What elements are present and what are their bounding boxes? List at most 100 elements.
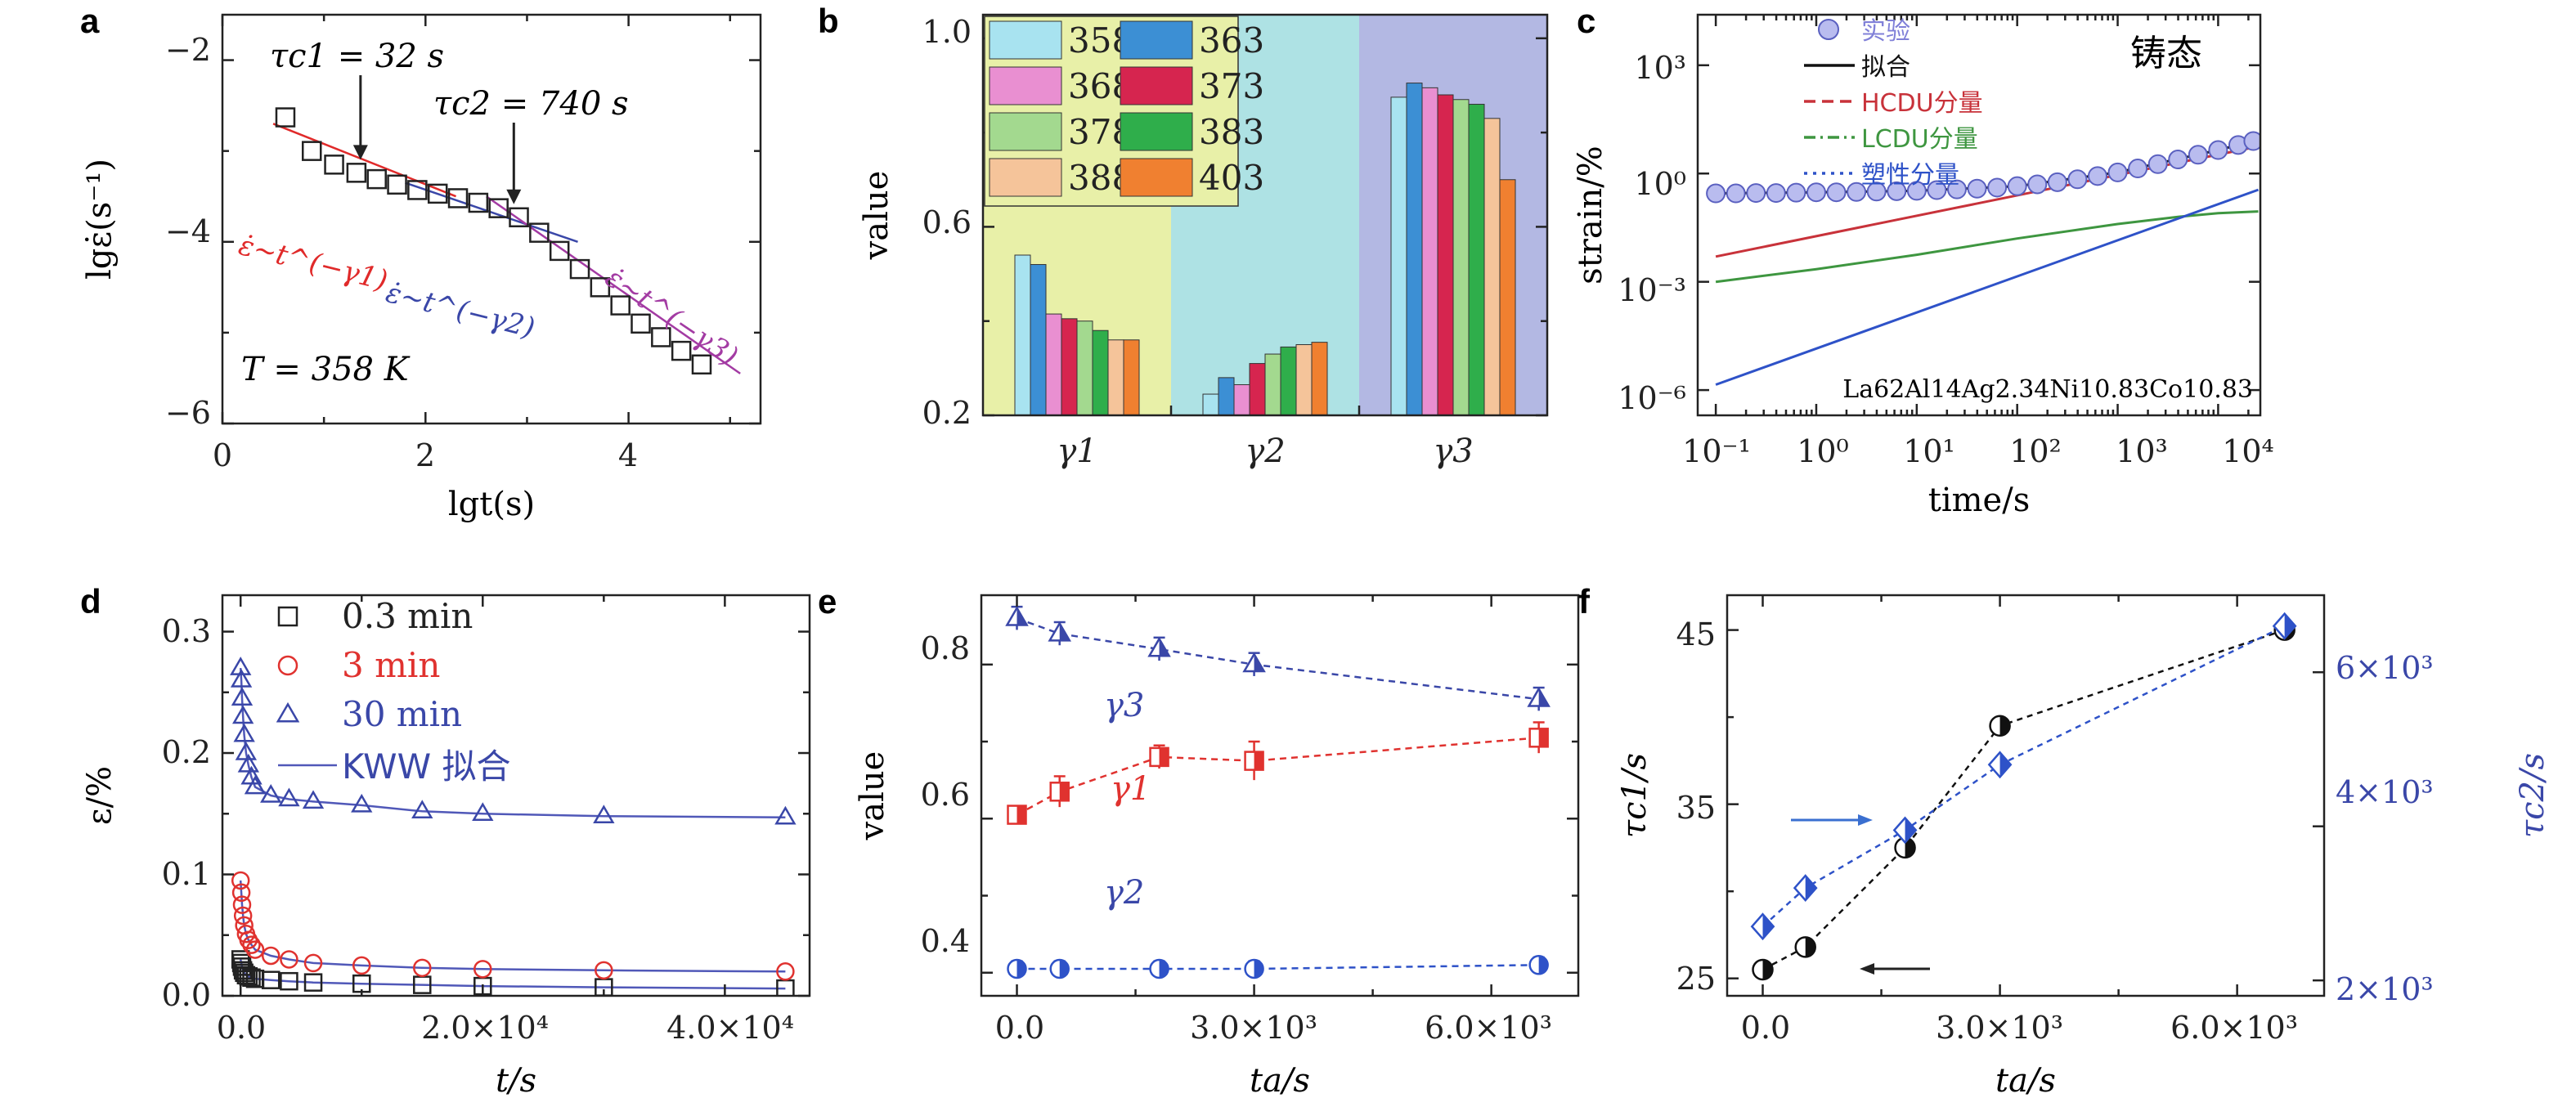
d-data-point-1 <box>239 966 258 986</box>
b-bar-358-2 <box>1202 393 1219 416</box>
c-data-point <box>1726 183 1746 204</box>
d-xtick-2e4: 2.0×10⁴ <box>421 1010 549 1046</box>
b-bar-383-2 <box>1280 346 1297 416</box>
a-data-point <box>610 295 631 316</box>
c-composition: La62Al14Ag2.34Ni10.83Co10.83 <box>1842 375 2253 404</box>
c-data-point <box>1826 182 1847 203</box>
b-legend-swatch-363 <box>1120 20 1193 60</box>
b-bar-363-1 <box>1030 264 1047 416</box>
panel-c-axes <box>1698 15 2260 415</box>
a-xlabel: lgt(s) <box>448 486 535 523</box>
c-data-point <box>1806 182 1826 203</box>
b-legend-swatch-368 <box>989 66 1062 105</box>
a-data-point <box>549 240 570 262</box>
d-legend-label-3: 30 min <box>342 694 462 734</box>
a-data-point <box>275 107 296 128</box>
f-fit-curve-1 <box>1761 629 2286 971</box>
d-data-point-3 <box>593 805 615 823</box>
panel-e-ticklabels: 0.0 3.0×10³ 6.0×10³ 0.4 0.6 0.8 <box>921 630 1552 1046</box>
c-data-point <box>1987 177 2008 198</box>
d-legend-marker-2 <box>277 655 298 676</box>
b-bar-378-1 <box>1076 320 1093 416</box>
a-data-point <box>407 180 428 200</box>
c-data-point <box>1887 181 1907 201</box>
a-data-point <box>302 141 322 161</box>
f-xtick-0: 0.0 <box>1741 1010 1790 1046</box>
b-group-g1: γ1 <box>1057 433 1097 470</box>
a-temperature-note: T = 358 K <box>241 351 411 388</box>
b-legend-label-373: 373 <box>1199 66 1264 106</box>
e-data-point-2-fill <box>1538 728 1548 747</box>
a-ytick-m6: −6 <box>165 395 211 431</box>
d-xtick-0: 0.0 <box>217 1010 266 1046</box>
c-data-point <box>1906 181 1927 201</box>
a-xtick-2: 2 <box>415 437 435 473</box>
f-rtick-4e3: 4×10³ <box>2336 774 2434 810</box>
d-legend-marker-3 <box>276 701 300 723</box>
panel-f-frame <box>1726 594 2326 997</box>
panel-c-marks <box>1706 131 2260 386</box>
c-data-point <box>1766 183 1786 204</box>
panel-a: a 0 2 4 −2 −4 −6 lgt(s) lgε̇(s⁻¹) τc1 = … <box>80 2 762 523</box>
a-data-point <box>529 222 550 243</box>
d-data-point-2 <box>595 961 613 980</box>
e-ytick-06: 0.6 <box>921 777 970 813</box>
panel-f-axes <box>1727 595 2324 996</box>
d-data-point-3 <box>302 790 325 809</box>
f-arrow-right-head <box>1858 814 1873 826</box>
b-bar-368-2 <box>1233 384 1250 416</box>
panel-d-label: d <box>80 582 101 621</box>
d-data-point-2 <box>280 950 298 969</box>
e-ytick-08: 0.8 <box>921 630 970 666</box>
panel-f-label: f <box>1578 582 1591 621</box>
b-bar-383-3 <box>1468 104 1485 416</box>
d-data-point-3 <box>774 805 797 825</box>
c-data-point <box>1927 180 1947 200</box>
b-ytick-06: 0.6 <box>922 204 972 240</box>
a-data-point <box>488 198 509 218</box>
c-data-point <box>2243 131 2260 151</box>
b-legend-swatch-358 <box>989 20 1062 60</box>
d-data-point-2 <box>303 953 323 973</box>
a-data-point <box>671 340 692 361</box>
e-fit-curve-3 <box>1016 964 1539 970</box>
f-ylabel-left: τc1/s <box>1616 753 1654 838</box>
d-data-point-3 <box>278 787 300 807</box>
panel-e-marks <box>1005 605 1551 979</box>
panel-e-frame <box>980 594 1580 997</box>
a-annot-tc1: τc1 = 32 s <box>270 38 444 75</box>
c-xtick-2: 10¹ <box>1903 433 1955 469</box>
b-bar-363-2 <box>1218 377 1235 416</box>
a-data-point <box>427 183 448 204</box>
a-data-point <box>590 277 611 298</box>
d-data-point-3 <box>472 802 494 822</box>
e-data-point-3-fill <box>1254 960 1263 979</box>
c-data-point <box>1746 183 1766 204</box>
a-ylabel: lgε̇(s⁻¹) <box>81 159 119 280</box>
d-data-point-3 <box>244 775 267 795</box>
a-data-point <box>324 155 344 175</box>
panel-f: f 0.0 3.0×10³ 6.0×10³ 25 35 45 2×10³ 4×1… <box>1578 582 2551 1100</box>
f-data-point-2-fill <box>2284 613 2296 639</box>
e-label-g3: γ3 <box>1104 687 1144 724</box>
d-data-point-2 <box>232 895 252 914</box>
f-data-point-2-fill <box>1905 818 1916 843</box>
e-data-point-1-fill <box>1016 607 1027 625</box>
panel-b-label: b <box>818 2 839 40</box>
d-ytick-0: 0.0 <box>162 977 211 1013</box>
b-bar-368-1 <box>1045 313 1062 416</box>
b-legend-swatch-373 <box>1120 66 1193 105</box>
f-ylabel-right: τc2/s <box>2514 753 2551 838</box>
panel-f-marks <box>1750 612 2297 981</box>
panel-f-ticklabels: 0.0 3.0×10³ 6.0×10³ 25 35 45 <box>1676 616 2298 1046</box>
a-arrow-head-2 <box>506 189 522 204</box>
f-data-point-1-fill <box>1805 937 1815 957</box>
c-legend-label-3: LCDU分量 <box>1861 125 1978 154</box>
c-ytick-0: 10⁰ <box>1634 166 1686 202</box>
a-data-point <box>691 354 712 375</box>
f-data-point-2-fill <box>1999 752 2011 778</box>
d-data-point-1 <box>280 971 298 991</box>
d-data-point-3 <box>351 793 373 813</box>
b-bar-373-2 <box>1249 363 1266 416</box>
